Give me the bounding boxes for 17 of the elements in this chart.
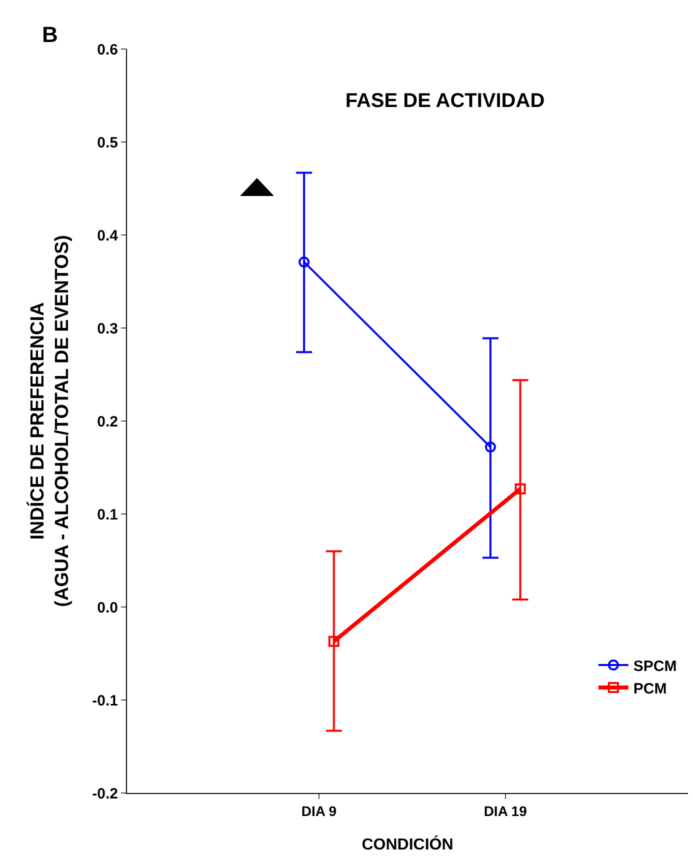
legend-label: SPCM [633, 658, 677, 675]
y-tick-label: -0.2 [92, 785, 118, 802]
x-tick-label: DIA 9 [301, 802, 337, 819]
text: B [42, 22, 58, 47]
y-tick-label: -0.1 [92, 692, 118, 710]
y-tick-label: 0.4 [97, 227, 119, 244]
y-tick-label: 0.2 [97, 413, 118, 430]
y-tick-label: 0.5 [97, 134, 118, 152]
text: FASE DE ACTIVIDAD [345, 90, 545, 112]
y-tick-label: 0.0 [97, 599, 118, 616]
y-tick-label: 0.6 [97, 41, 118, 58]
y-axis-title: INDÍCE DE PREFERENCIA (AGUA - ALCOHOL/TOTAL DE EVENTOS) [26, 235, 73, 607]
x-axis-title: CONDICIÓN [362, 834, 454, 854]
y-tick-label: 0.1 [97, 506, 118, 524]
legend-label: PCM [633, 680, 667, 698]
x-tick-label: DIA 19 [484, 802, 528, 819]
y-tick-label: 0.3 [97, 320, 118, 338]
